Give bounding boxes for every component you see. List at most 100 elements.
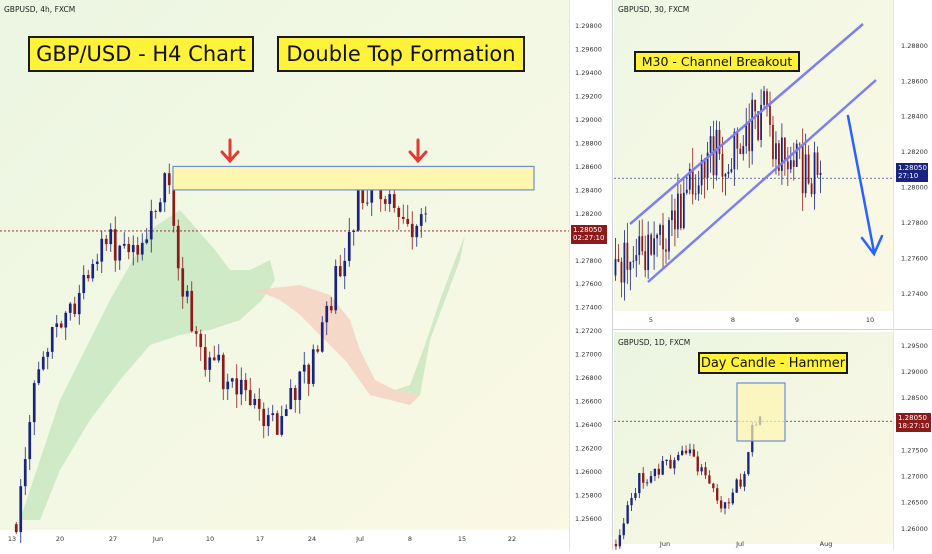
d1-candle (661, 461, 664, 475)
d1-candle (719, 500, 723, 509)
m30-candle (801, 144, 804, 194)
m30-candle (745, 123, 748, 146)
main-candle (379, 185, 383, 200)
d1-countdown: 18:27:10 (898, 422, 930, 430)
m30-candle (751, 99, 754, 152)
main-candle (149, 210, 153, 240)
main-candle (28, 422, 32, 460)
m30-candle (733, 131, 736, 170)
d1-x-tick: Aug (820, 540, 833, 548)
d1-candle (669, 459, 672, 469)
d1-y-tick: 1.29000 (901, 368, 928, 376)
main-candle (248, 390, 252, 406)
d1-candle (747, 452, 750, 475)
m30-candle (623, 242, 626, 283)
main-candle (181, 268, 185, 297)
m30-candle (763, 91, 765, 105)
main-candle (316, 349, 320, 352)
m30-candle (679, 193, 682, 229)
main-candle (194, 331, 198, 334)
m30-candle (775, 143, 777, 160)
main-candle (167, 173, 171, 186)
m30-candle (727, 171, 730, 174)
main-candle (388, 194, 392, 204)
m30-candle (647, 234, 650, 270)
main-candle (230, 378, 234, 382)
m30-candle (641, 236, 644, 252)
main-candle (127, 243, 131, 253)
main-candle (91, 264, 95, 279)
m30-candle (748, 123, 751, 152)
d1-price-badge: 1.28050 18:27:10 (896, 413, 931, 432)
m30-candle (786, 161, 789, 170)
m30-candle (644, 251, 647, 270)
main-candle (73, 303, 77, 315)
d1-y-tick: 1.26500 (901, 499, 928, 507)
m30-y-tick: 1.28400 (901, 113, 928, 121)
main-candle (104, 238, 108, 245)
main-y-tick: 1.29600 (575, 46, 602, 54)
d1-candle (716, 488, 719, 501)
m30-banner: M30 - Channel Breakout (634, 51, 800, 72)
m30-candle (742, 145, 745, 154)
main-y-tick: 1.26800 (575, 374, 602, 382)
m30-y-tick: 1.27800 (901, 219, 928, 227)
m30-y-tick: 1.28000 (901, 184, 928, 192)
main-candle (41, 356, 45, 370)
m30-chart-layer (614, 23, 893, 301)
main-candle (293, 387, 297, 400)
m30-candle (739, 148, 742, 154)
main-candle (334, 266, 338, 311)
main-x-tick: 17 (256, 535, 264, 543)
m30-x-tick: 10 (866, 316, 874, 324)
main-y-tick: 1.26400 (575, 421, 602, 429)
main-price-value: 1.28050 (573, 226, 602, 234)
main-candle (199, 333, 203, 348)
main-candle (280, 416, 284, 435)
main-x-tick: Jun (152, 535, 163, 543)
main-title-banner: GBP/USD - H4 Chart (28, 36, 254, 72)
top-arrow-1 (220, 138, 240, 164)
main-candle (68, 303, 72, 313)
m30-candle (674, 210, 676, 230)
m30-candle (766, 91, 768, 106)
m30-candle (703, 159, 706, 178)
main-candle (284, 409, 288, 417)
m30-candle (638, 236, 641, 256)
main-y-tick: 1.27600 (575, 280, 602, 288)
main-plot-background (0, 0, 569, 530)
resistance-zone (172, 165, 535, 191)
m30-candle (665, 249, 667, 252)
main-candle (221, 354, 225, 390)
main-x-tick: 10 (206, 535, 214, 543)
ichimoku-cloud-green (20, 210, 275, 520)
main-y-tick: 1.29400 (575, 69, 602, 77)
m30-candle (757, 111, 760, 140)
d1-x-tick: Jul (735, 540, 744, 548)
m30-candle (614, 258, 617, 276)
m30-candle (778, 143, 780, 171)
main-candle (50, 327, 54, 352)
main-candle (208, 357, 212, 370)
main-y-tick: 1.25800 (575, 491, 602, 499)
main-candle (140, 242, 144, 255)
main-countdown: 02:27:10 (573, 234, 605, 242)
m30-candle (688, 168, 691, 190)
main-candle (235, 378, 239, 395)
main-candle (100, 238, 104, 262)
m30-price-value: 1.28050 (898, 164, 927, 172)
m30-candle (694, 193, 697, 195)
main-candle (86, 274, 90, 279)
main-candle (410, 223, 414, 238)
main-y-tick: 1.28800 (575, 140, 602, 148)
main-candle (163, 173, 167, 203)
main-y-tick: 1.29000 (575, 116, 602, 124)
d1-candle (614, 544, 618, 547)
main-chart-layer (0, 138, 569, 544)
m30-x-tick: 8 (731, 316, 735, 324)
m30-candle (813, 152, 816, 195)
main-candle (401, 216, 405, 219)
m30-candle (650, 234, 653, 255)
ichimoku-cloud-red (255, 285, 420, 405)
